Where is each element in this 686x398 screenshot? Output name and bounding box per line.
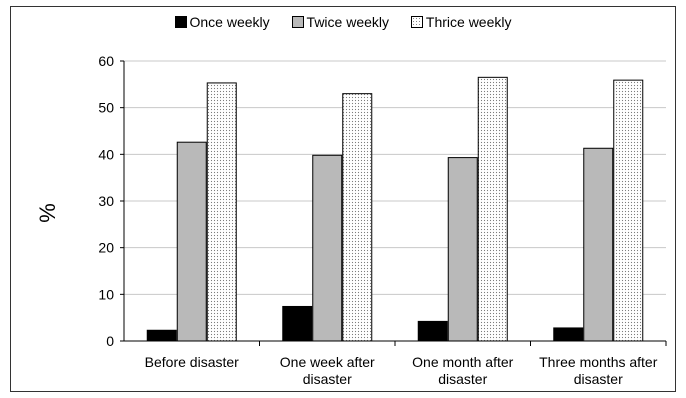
- x-tick-label: One week after disaster: [252, 354, 402, 388]
- legend: Once weekly Twice weekly Thrice weekly: [0, 14, 686, 30]
- y-tick-label: 0: [106, 333, 114, 349]
- x-tick-label: One month after disaster: [388, 354, 538, 388]
- legend-swatch-thrice: [410, 16, 423, 28]
- y-tick-label: 10: [98, 286, 114, 302]
- bar-twice-weekly: [583, 147, 614, 342]
- legend-item-thrice: Thrice weekly: [410, 14, 512, 30]
- y-tick-label: 20: [98, 240, 114, 256]
- legend-label-twice: Twice weekly: [306, 14, 390, 30]
- bar-twice-weekly: [176, 141, 207, 342]
- bar-thrice-weekly: [613, 79, 644, 342]
- legend-item-twice: Twice weekly: [291, 14, 390, 30]
- x-tick-label-line: disaster: [438, 371, 488, 387]
- legend-label-once: Once weekly: [189, 14, 270, 30]
- x-tick-label: Before disaster: [117, 354, 267, 371]
- y-tick-label: 60: [98, 53, 114, 69]
- bar-twice-weekly: [447, 157, 478, 342]
- legend-item-once: Once weekly: [174, 14, 270, 30]
- y-axis-label: %: [34, 203, 60, 223]
- legend-label-thrice: Thrice weekly: [425, 14, 512, 30]
- bar-once-weekly: [553, 327, 584, 342]
- bar-once-weekly: [146, 329, 177, 342]
- x-tick-label-line: disaster: [302, 371, 352, 387]
- bar-thrice-weekly: [342, 93, 373, 342]
- x-tick-label-line: One month after: [412, 354, 514, 370]
- bar-thrice-weekly: [477, 76, 508, 342]
- legend-swatch-twice: [291, 16, 304, 28]
- bar-once-weekly: [282, 305, 313, 342]
- x-tick-label-line: disaster: [573, 371, 623, 387]
- bar-twice-weekly: [312, 154, 343, 342]
- x-tick-label: Three months after disaster: [523, 354, 673, 388]
- x-tick-label-line: Three months after: [539, 354, 658, 370]
- y-tick-label: 40: [98, 146, 114, 162]
- y-tick-label: 50: [98, 100, 114, 116]
- y-tick-label: 30: [98, 193, 114, 209]
- legend-swatch-once: [174, 16, 187, 28]
- bar-thrice-weekly: [206, 82, 237, 342]
- x-tick-label-line: Before disaster: [144, 354, 239, 370]
- x-tick-label-line: One week after: [279, 354, 375, 370]
- bar-once-weekly: [417, 320, 448, 342]
